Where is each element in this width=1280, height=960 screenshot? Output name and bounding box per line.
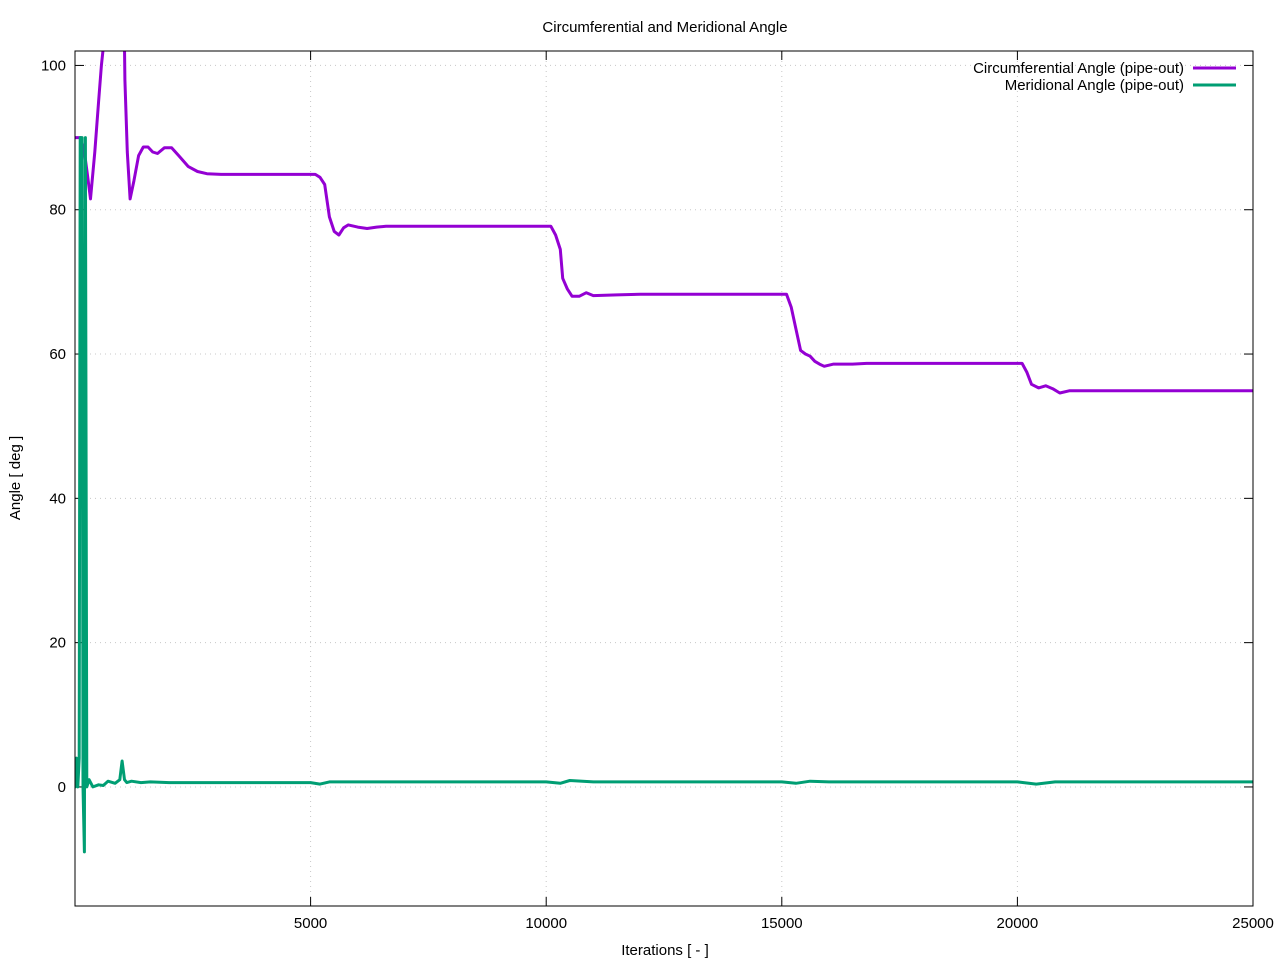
plot-frame [74, 50, 1254, 907]
y-tick-label: 0 [58, 779, 66, 796]
y-tick-label: 40 [49, 490, 66, 507]
series-line-circumferential [75, 51, 1253, 395]
legend-label: Meridional Angle (pipe-out) [1005, 77, 1184, 94]
y-tick-label: 80 [49, 202, 66, 219]
series-group [75, 51, 1253, 854]
x-tick-label: 25000 [1232, 915, 1274, 932]
x-axis-label: Iterations [ - ] [621, 942, 709, 959]
legend-label: Circumferential Angle (pipe-out) [973, 60, 1184, 77]
chart-title: Circumferential and Meridional Angle [542, 19, 787, 36]
grid-lines [75, 51, 1253, 906]
x-tick-label: 5000 [294, 915, 327, 932]
y-tick-label: 20 [49, 635, 66, 652]
axis-ticks: 0 20 40 60 80 100 5000 10000 15000 20000 25000 [41, 51, 1274, 932]
series-line-meridional [75, 136, 1253, 854]
y-axis-label: Angle [ deg ] [7, 436, 24, 520]
legend: Circumferential Angle (pipe-out)Meridion… [973, 60, 1236, 94]
x-tick-label: 10000 [525, 915, 567, 932]
y-tick-label: 60 [49, 346, 66, 363]
x-tick-label: 15000 [761, 915, 803, 932]
y-tick-label: 100 [41, 57, 66, 74]
x-tick-label: 20000 [997, 915, 1039, 932]
